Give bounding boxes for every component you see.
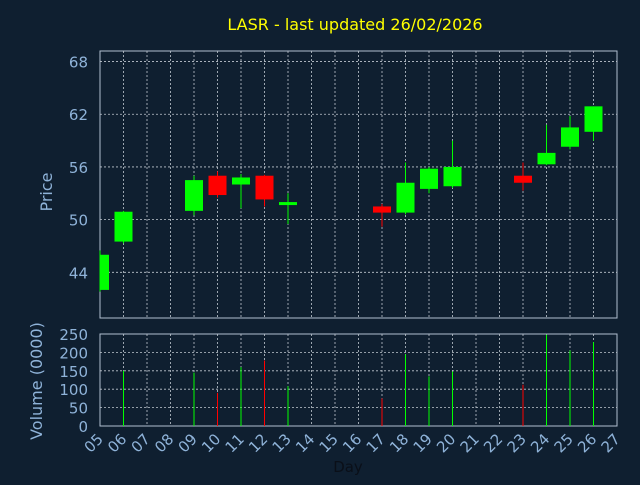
x-tick-label: 11	[222, 430, 248, 456]
candle-body	[561, 127, 579, 147]
candle-body	[373, 206, 391, 213]
x-tick-label: 13	[269, 430, 295, 456]
candle-body	[279, 202, 297, 206]
candle-body	[232, 177, 250, 185]
price-tick-label: 50	[69, 212, 88, 230]
price-tick-label: 56	[69, 159, 88, 177]
x-tick-label: 16	[339, 430, 365, 456]
volume-tick-label: 150	[59, 363, 88, 381]
candle-body	[255, 175, 274, 200]
price-tick-label: 68	[69, 54, 88, 72]
price-axis-label: Price	[37, 172, 56, 211]
x-tick-label: 26	[574, 430, 600, 456]
price-tick-label: 62	[69, 106, 88, 124]
x-tick-label: 27	[598, 430, 624, 456]
x-tick-label: 23	[504, 430, 530, 456]
candle-body	[537, 152, 556, 165]
volume-tick-label: 0	[78, 418, 88, 436]
candle-body	[185, 180, 203, 211]
x-tick-label: 09	[175, 430, 201, 456]
volume-tick-label: 250	[59, 326, 88, 344]
candle-body	[584, 106, 603, 132]
volume-tick-label: 100	[59, 381, 88, 399]
candle-body	[114, 211, 133, 242]
chart-title: LASR - last updated 26/02/2026	[227, 15, 482, 34]
volume-tick-label: 200	[59, 344, 88, 362]
volume-axis-label: Volume (0000)	[27, 322, 46, 440]
x-tick-label: 06	[104, 430, 130, 456]
x-tick-label: 08	[151, 430, 177, 456]
price-panel: 44 50 56 62 68	[69, 50, 618, 319]
x-tick-label: 20	[433, 430, 459, 456]
candle-body	[208, 175, 227, 196]
x-axis-ticks: 0506070809101112131415161718192021222324…	[81, 430, 624, 456]
x-tick-label: 14	[292, 430, 318, 456]
x-axis-label: Day	[333, 458, 363, 476]
x-tick-label: 10	[198, 430, 224, 456]
x-tick-label: 17	[363, 430, 389, 456]
x-tick-label: 18	[386, 430, 412, 456]
x-tick-label: 24	[527, 430, 553, 456]
candle-body	[443, 166, 462, 187]
volume-tick-label: 50	[69, 400, 88, 418]
x-tick-label: 25	[551, 430, 577, 456]
candle-body	[396, 182, 415, 213]
candle-body	[420, 168, 438, 189]
price-tick-label: 44	[69, 264, 88, 282]
x-tick-label: 07	[128, 430, 154, 456]
candle-body	[100, 254, 109, 290]
candle-body	[514, 175, 532, 183]
x-tick-label: 19	[410, 430, 436, 456]
x-tick-label: 21	[457, 430, 483, 456]
x-tick-label: 22	[480, 430, 506, 456]
x-tick-label: 15	[316, 430, 342, 456]
x-tick-label: 12	[245, 430, 271, 456]
